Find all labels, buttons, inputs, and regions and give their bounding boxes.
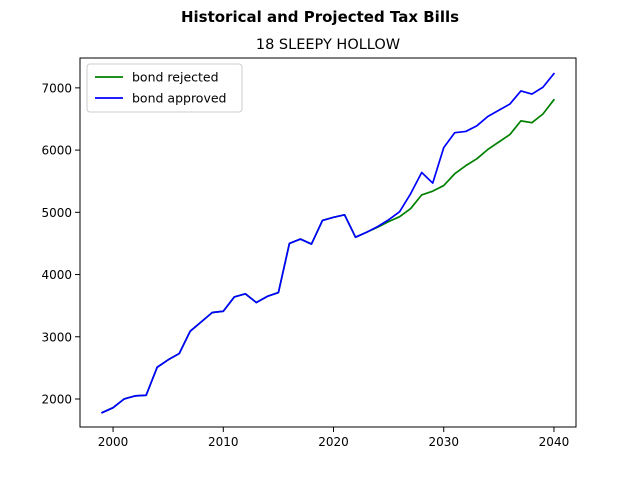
x-tick-label: 2020 xyxy=(318,435,349,449)
legend-label: bond rejected xyxy=(132,70,219,85)
axes-frame xyxy=(79,57,577,428)
series-group xyxy=(101,72,555,414)
x-tick-label: 2030 xyxy=(428,435,459,449)
chart-suptitle: Historical and Projected Tax Bills xyxy=(181,8,459,26)
series-line-bond-rejected xyxy=(101,98,555,414)
y-tick-label: 6000 xyxy=(41,144,72,158)
legend-box xyxy=(86,63,243,113)
legend-label: bond approved xyxy=(132,91,226,106)
y-tick-label: 3000 xyxy=(41,330,72,344)
legend: bond rejected bond approved xyxy=(86,63,243,113)
plot-area xyxy=(79,57,577,428)
y-tick-label: 7000 xyxy=(41,81,72,95)
chart-title: 18 SLEEPY HOLLOW xyxy=(256,37,400,53)
y-tick-label: 4000 xyxy=(41,268,72,282)
y-tick-label: 5000 xyxy=(41,206,72,220)
x-tick-label: 2010 xyxy=(208,435,239,449)
y-axis: 2000 3000 4000 5000 6000 7000 xyxy=(41,81,80,406)
series-line-bond-approved xyxy=(101,72,555,414)
x-axis: 2000 2010 2020 2030 2040 xyxy=(98,427,569,449)
x-tick-label: 2040 xyxy=(539,435,570,449)
x-tick-label: 2000 xyxy=(98,435,129,449)
y-tick-label: 2000 xyxy=(41,392,72,406)
